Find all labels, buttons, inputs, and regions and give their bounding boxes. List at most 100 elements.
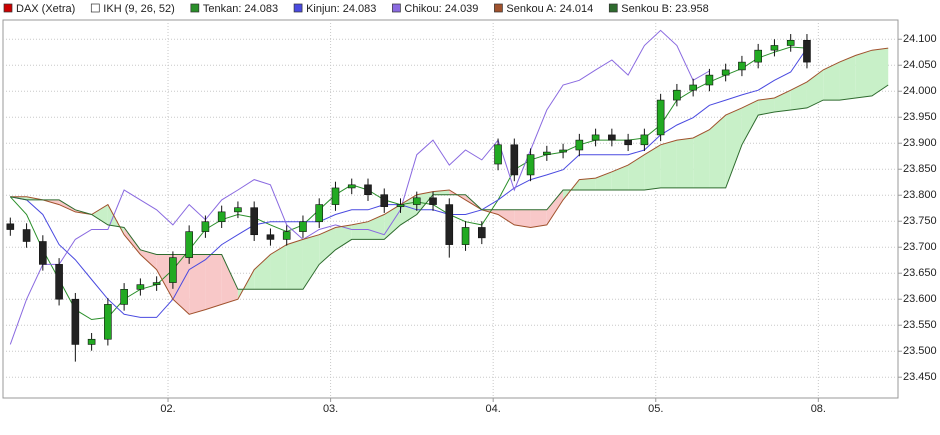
candle-body [640, 134, 649, 146]
cloud [871, 48, 889, 96]
x-tick-label: 03. [323, 403, 338, 415]
candle-body [494, 144, 502, 165]
candle-body [591, 134, 600, 141]
cloud [693, 129, 710, 188]
cloud [221, 254, 238, 305]
candle-body [412, 197, 421, 205]
line-series [10, 47, 889, 315]
cloud [595, 171, 612, 191]
cloud [611, 165, 629, 191]
candle-body [364, 184, 372, 196]
legend-label: Senkou B: 23.958 [621, 3, 708, 15]
candle-body [689, 84, 697, 91]
candle-body [299, 221, 307, 232]
cloud [741, 100, 759, 145]
cloud [579, 178, 596, 191]
candle-body [803, 39, 811, 63]
legend-label: Chikou: 24.039 [404, 3, 478, 15]
candle-body [738, 61, 746, 71]
legend-swatch [293, 3, 303, 13]
candle-body [234, 207, 242, 213]
cloud [823, 62, 840, 101]
cloud [758, 97, 775, 116]
x-tick-label: 02. [160, 403, 175, 415]
candle-body [104, 304, 112, 340]
candle-body [315, 204, 324, 223]
y-tick-label: 23.500 [903, 345, 937, 357]
y-tick-label: 24.100 [903, 33, 937, 45]
candle-body [461, 227, 470, 245]
legend-swatch [608, 3, 618, 13]
legend-label: IKH (9, 26, 52) [103, 3, 175, 15]
cloud [546, 190, 564, 225]
legend-swatch [3, 3, 13, 13]
y-tick-label: 24.050 [903, 59, 937, 71]
candle-body [770, 45, 779, 51]
legend-label: Senkou A: 24.014 [506, 3, 593, 15]
candle-body [624, 139, 632, 146]
y-tick-label: 23.600 [903, 293, 937, 305]
candle-body [39, 241, 47, 265]
candle-body [396, 204, 405, 207]
candle-body [673, 89, 681, 101]
candle-body [543, 151, 551, 155]
y-tick-label: 24.000 [903, 85, 937, 97]
y-tick-label: 23.800 [903, 189, 937, 201]
cloud [433, 190, 450, 195]
candle-body [152, 282, 161, 285]
candle-body [477, 227, 486, 239]
cloud [189, 254, 206, 315]
cloud [335, 224, 352, 250]
line-series [10, 47, 808, 318]
x-tick-label: 04. [486, 403, 501, 415]
legend-label: DAX (Xetra) [16, 3, 75, 15]
x-tick-label: 05. [648, 403, 663, 415]
cloud [319, 227, 336, 265]
cloud [839, 55, 856, 101]
candle-body [120, 289, 128, 305]
cloud [855, 50, 872, 98]
candle-body [6, 223, 15, 230]
candle-body [575, 139, 584, 151]
y-tick-label: 23.750 [903, 215, 937, 227]
x-tick-label: 08. [811, 403, 826, 415]
candle-body [429, 197, 437, 205]
cloud [124, 227, 141, 255]
cloud [725, 107, 742, 188]
candle-body [380, 194, 389, 207]
line-series [10, 84, 889, 290]
y-tick-label: 23.450 [903, 371, 937, 383]
candle-body [266, 234, 275, 240]
candle-body [282, 231, 291, 240]
candle-body [217, 211, 226, 223]
candle-body [347, 184, 356, 189]
cloud [514, 209, 531, 228]
candle-body [55, 264, 63, 300]
cloud [140, 249, 157, 270]
cloud [660, 140, 677, 188]
legend-swatch [190, 3, 200, 13]
cloud [676, 138, 694, 188]
candle-body [136, 284, 145, 290]
cloud [302, 234, 320, 290]
y-tick-label: 23.900 [903, 137, 937, 149]
y-tick-label: 23.650 [903, 267, 937, 279]
cloud [205, 254, 222, 310]
candle-body [721, 69, 730, 76]
candle-body [656, 99, 665, 136]
cloud [774, 90, 791, 113]
cloud [530, 209, 547, 228]
cloud [644, 144, 661, 191]
candle-body [22, 229, 31, 242]
y-tick-label: 23.550 [903, 319, 937, 331]
candle-body [71, 298, 80, 345]
cloud [709, 115, 726, 188]
y-tick-label: 23.700 [903, 241, 937, 253]
candle-body [705, 74, 714, 86]
cloud [270, 244, 287, 290]
cloud [254, 254, 271, 290]
cloud [498, 209, 515, 225]
legend-swatch [90, 3, 100, 13]
candle-body [526, 154, 535, 176]
